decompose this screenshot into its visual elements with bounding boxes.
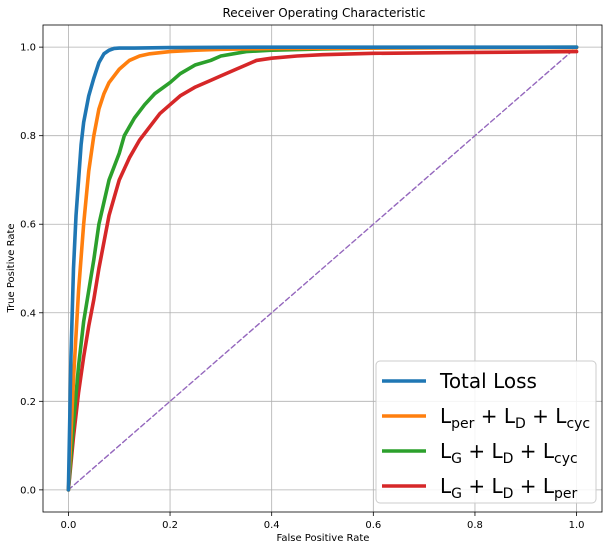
- y-tick-label: 0.4: [20, 308, 36, 319]
- legend-text-part: + L: [526, 404, 567, 428]
- y-tick-label: 0.6: [20, 220, 36, 231]
- legend-text-part: L: [440, 439, 452, 463]
- x-tick-label: 1.0: [569, 520, 585, 531]
- legend-entry: LG + LD + Lcyc: [440, 439, 578, 467]
- x-axis-label: False Positive Rate: [277, 533, 370, 544]
- series-line-2: [66, 45, 579, 492]
- y-tick-label: 0.8: [20, 131, 36, 142]
- legend-text-part: D: [503, 486, 514, 502]
- legend-entry: Total Loss: [439, 369, 537, 393]
- y-axis-label: True Positive Rate: [6, 223, 17, 313]
- legend-entry: Lper + LD + Lcyc: [440, 404, 590, 432]
- y-tick-label: 0.0: [20, 485, 36, 496]
- legend-entry: LG + LD + Lper: [440, 474, 578, 502]
- series-group: [66, 45, 579, 492]
- legend-text-part: cyc: [554, 451, 578, 467]
- legend-text-part: D: [515, 416, 526, 432]
- legend-text-part: + L: [462, 439, 503, 463]
- legend-text-part: G: [451, 486, 462, 502]
- legend-text-part: Total Loss: [439, 369, 537, 393]
- legend-text-part: + L: [513, 474, 554, 498]
- legend-text-part: per: [554, 486, 578, 502]
- legend-text-part: L: [440, 474, 452, 498]
- legend-text-part: + L: [462, 474, 503, 498]
- legend-text-part: + L: [513, 439, 554, 463]
- chart-title: Receiver Operating Characteristic: [222, 6, 425, 20]
- y-tick-label: 0.2: [20, 397, 36, 408]
- y-tick-label: 1.0: [20, 43, 36, 54]
- series-line-0: [66, 45, 579, 492]
- x-tick-label: 0.4: [264, 520, 280, 531]
- legend-text-part: D: [503, 451, 514, 467]
- legend-text-part: per: [451, 416, 475, 432]
- legend-text-part: + L: [474, 404, 515, 428]
- legend-text-part: cyc: [566, 416, 590, 432]
- x-tick-label: 0.6: [365, 520, 381, 531]
- series-line-3: [66, 49, 579, 492]
- y-axis-ticks: 0.0 0.2 0.4 0.6 0.8 1.0: [20, 43, 43, 496]
- legend-text-part: G: [451, 451, 462, 467]
- plot-frame: [42, 24, 603, 513]
- legend-text-part: L: [440, 404, 452, 428]
- x-tick-label: 0.2: [162, 520, 178, 531]
- x-tick-label: 0.8: [467, 520, 483, 531]
- chance-diagonal-line: [67, 46, 578, 491]
- legend-box: [375, 360, 597, 504]
- x-tick-label: 0.0: [60, 520, 76, 531]
- x-axis-ticks: 0.0 0.2 0.4 0.6 0.8 1.0: [60, 512, 585, 531]
